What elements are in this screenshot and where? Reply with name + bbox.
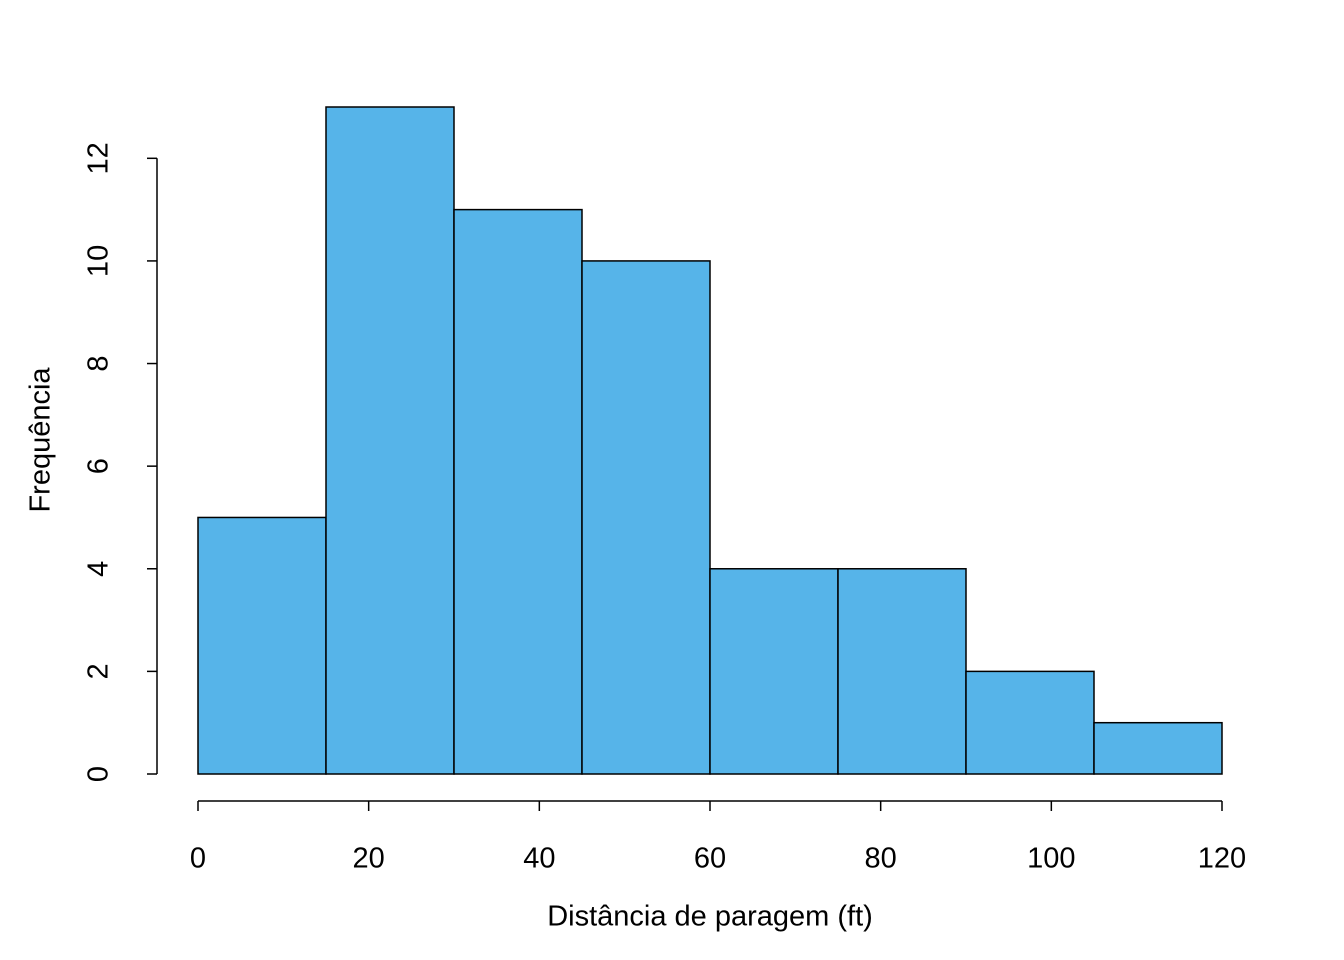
x-tick-label: 40 — [523, 843, 555, 875]
x-tick-label: 0 — [190, 843, 206, 875]
y-tick-label: 6 — [83, 458, 115, 474]
y-tick-label: 8 — [83, 355, 115, 371]
x-tick-label: 60 — [694, 843, 726, 875]
bar — [325, 106, 455, 775]
y-tick-label: 2 — [83, 663, 115, 679]
bar — [1093, 721, 1223, 775]
y-axis-title: Frequência — [25, 367, 57, 513]
y-tick-label: 0 — [83, 766, 115, 782]
y-tick-label: 10 — [83, 245, 115, 277]
y-tick-label: 12 — [83, 142, 115, 174]
bar — [197, 516, 327, 775]
bar — [837, 568, 967, 775]
x-tick-label: 20 — [353, 843, 385, 875]
x-tick-label: 120 — [1198, 843, 1246, 875]
bar — [453, 208, 583, 775]
x-tick-label: 100 — [1027, 843, 1075, 875]
x-tick-label: 80 — [865, 843, 897, 875]
x-axis-title: Distância de paragem (ft) — [547, 901, 873, 933]
bar — [581, 260, 711, 775]
bar — [965, 670, 1095, 775]
y-tick-label: 4 — [83, 561, 115, 577]
bar — [709, 568, 839, 775]
